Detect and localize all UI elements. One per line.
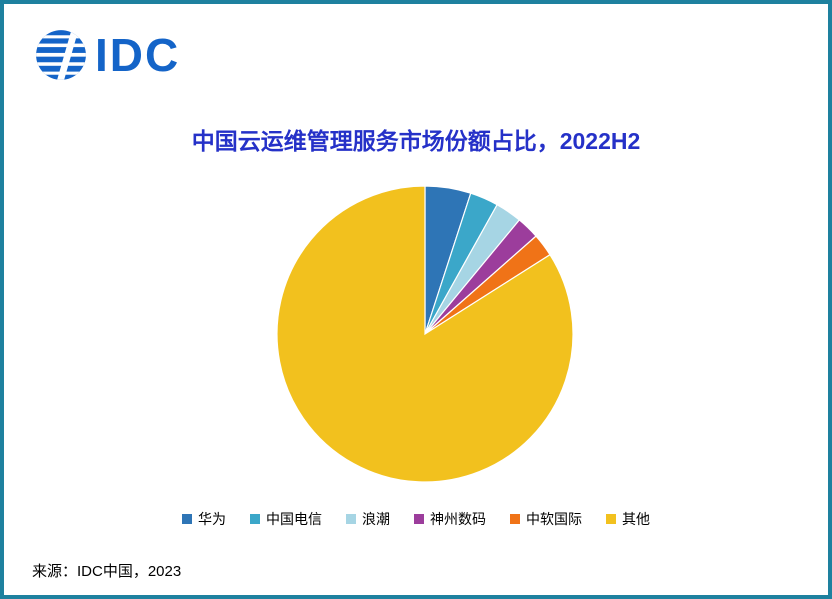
legend-swatch-中软国际 (510, 514, 520, 524)
legend-item-浪潮: 浪潮 (346, 509, 390, 529)
pie-slice-其他 (276, 185, 574, 483)
legend-label-中软国际: 中软国际 (526, 511, 582, 527)
legend-item-中软国际: 中软国际 (510, 509, 582, 529)
pie-chart (4, 179, 828, 489)
legend-swatch-中国电信 (250, 514, 260, 524)
idc-globe-icon (36, 30, 86, 80)
legend-label-中国电信: 中国电信 (266, 511, 322, 527)
legend-item-神州数码: 神州数码 (414, 509, 486, 529)
source-note: 来源：IDC中国，2023 (32, 563, 182, 580)
idc-logo: IDC (34, 28, 180, 82)
legend-item-华为: 华为 (182, 509, 226, 529)
idc-logo-text: IDC (95, 29, 181, 81)
legend-swatch-神州数码 (414, 514, 424, 524)
legend-label-其他: 其他 (622, 511, 650, 527)
pie-chart-svg (276, 185, 574, 483)
legend-swatch-其他 (606, 514, 616, 524)
legend-item-其他: 其他 (606, 509, 650, 529)
legend-item-中国电信: 中国电信 (250, 509, 322, 529)
legend-label-浪潮: 浪潮 (362, 511, 390, 527)
legend-swatch-浪潮 (346, 514, 356, 524)
legend-label-神州数码: 神州数码 (430, 511, 486, 527)
chart-title: 中国云运维管理服务市场份额占比，2022H2 (191, 128, 641, 154)
legend-label-华为: 华为 (198, 511, 226, 527)
legend: 华为 中国电信 浪潮 神州数码 中软国际 其他 (4, 509, 828, 529)
legend-swatch-华为 (182, 514, 192, 524)
